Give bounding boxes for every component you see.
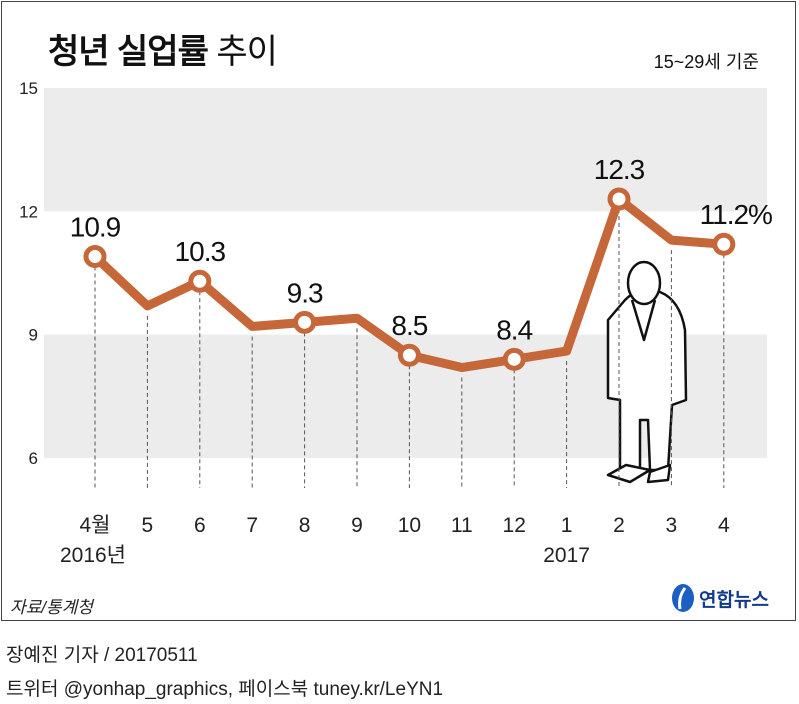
data-label: 11.2%: [700, 199, 772, 230]
x-tick-label: 2: [613, 514, 625, 537]
man-figure-icon: [606, 260, 688, 484]
logo-text: 연합뉴스: [699, 589, 769, 611]
year-label: 2017: [543, 544, 590, 567]
x-tick-label: 10: [398, 514, 421, 537]
data-label: 8.5: [391, 310, 427, 341]
y-tick-label: 9: [29, 326, 38, 345]
x-tick-label: 6: [194, 514, 206, 537]
data-label: 10.9: [70, 212, 121, 243]
x-tick-label: 4월: [80, 514, 111, 537]
x-tick-label: 4: [718, 514, 730, 537]
x-tick-label: 12: [503, 514, 526, 537]
y-tick-label: 6: [29, 449, 38, 468]
man-shoes: [606, 463, 672, 484]
x-tick-label: 3: [666, 514, 678, 537]
x-tick-label: 7: [246, 514, 258, 537]
x-tick-label: 9: [351, 514, 363, 537]
year-label: 2016년: [60, 544, 126, 567]
data-point: [293, 310, 317, 334]
x-tick-label: 11: [451, 514, 473, 537]
band-12-15: [44, 88, 767, 212]
data-point: [502, 347, 526, 371]
data-label: 12.3: [594, 154, 645, 185]
title-bold: 청년 실업률: [48, 33, 209, 71]
data-point: [188, 269, 212, 293]
data-point: [712, 232, 736, 256]
man-collar: [630, 299, 657, 342]
yonhap-logo-icon: [672, 584, 694, 612]
data-label: 9.3: [287, 277, 323, 308]
title-light: 추이: [216, 33, 278, 71]
y-tick-label: 12: [19, 202, 38, 221]
man-head: [626, 260, 662, 306]
chart-title: 청년 실업률 추이: [48, 24, 278, 73]
x-tick-label: 1: [561, 514, 573, 537]
data-point: [397, 343, 421, 367]
data-label: 8.4: [496, 314, 532, 345]
y-tick-label: 15: [19, 79, 38, 98]
data-point: [83, 245, 107, 269]
social-links: 트위터 @yonhap_graphics, 페이스북 tuney.kr/LeYN…: [6, 679, 444, 700]
data-point: [607, 187, 631, 211]
byline: 장예진 기자 / 20170511: [6, 645, 198, 666]
source-note: 자료/통계청: [10, 598, 93, 617]
basis-note: 15~29세 기준: [653, 52, 759, 72]
chart-frame: [1, 1, 796, 621]
x-tick-label: 5: [142, 514, 154, 537]
x-tick-label: 8: [299, 514, 311, 537]
data-label: 10.3: [175, 236, 226, 267]
yonhap-logo: 연합뉴스: [670, 583, 769, 613]
